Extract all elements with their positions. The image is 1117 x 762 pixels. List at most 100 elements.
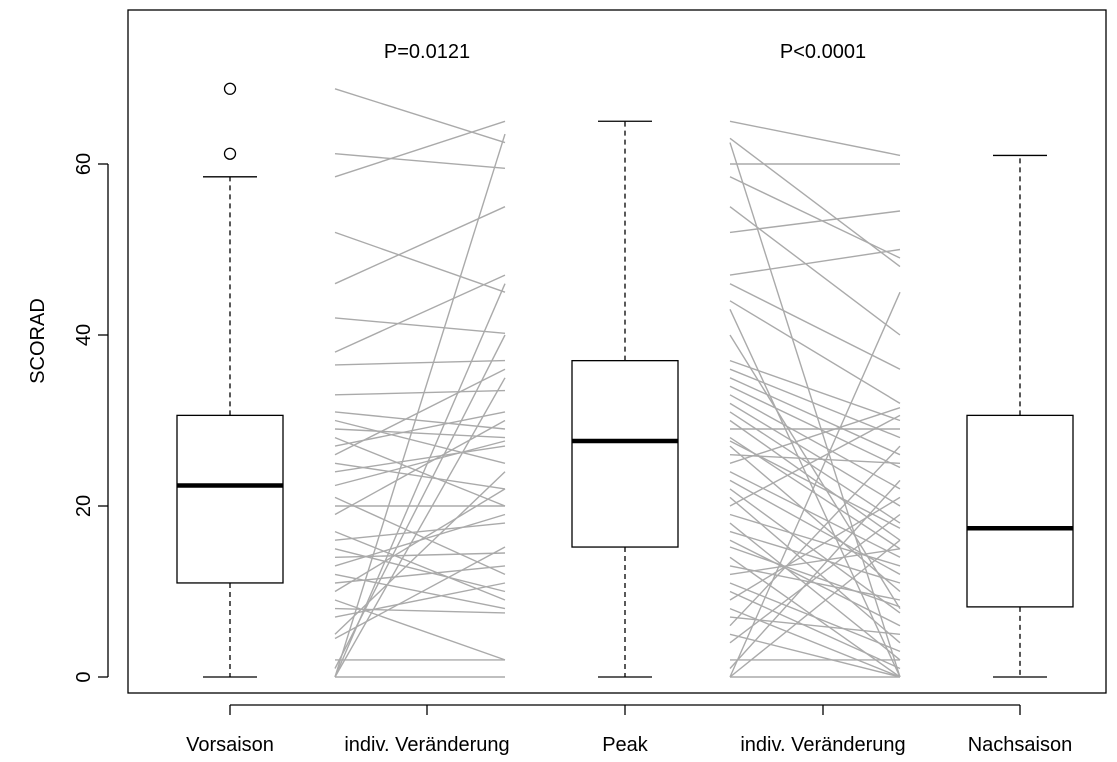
paired-line-1-0 xyxy=(729,120,901,157)
paired-line-1-24 xyxy=(729,454,901,464)
paired-line-0-12 xyxy=(334,436,506,507)
paired-line-0-39 xyxy=(334,377,506,678)
paired-line-0-14 xyxy=(334,368,506,456)
paired-line-0-11 xyxy=(334,428,506,439)
paired-line-1-26 xyxy=(729,471,901,558)
paired-line-1-40 xyxy=(729,590,901,670)
paired-line-1-33 xyxy=(729,530,901,584)
paired-line-0-13 xyxy=(334,411,506,447)
paired-line-0-17 xyxy=(334,440,506,487)
paired-line-1-14 xyxy=(729,377,901,456)
paired-line-0-21 xyxy=(334,530,506,601)
paired-line-1-11 xyxy=(729,334,901,609)
x-tick-label: Nachsaison xyxy=(968,734,1073,756)
paired-line-0-5 xyxy=(334,317,506,334)
x-tick-label: indiv. Veränderung xyxy=(344,734,509,756)
paired-line-1-28 xyxy=(729,488,901,614)
paired-line-1-37 xyxy=(729,565,901,601)
paired-line-1-4 xyxy=(729,176,901,259)
box-vorsaison xyxy=(176,82,284,678)
paired-line-0-4 xyxy=(334,206,506,285)
paired-line-0-33 xyxy=(334,546,506,640)
paired-line-0-16 xyxy=(334,445,506,473)
paired-line-1-32 xyxy=(729,522,901,661)
box-peak xyxy=(571,120,679,678)
paired-line-1-31 xyxy=(729,513,901,567)
paired-line-1-7 xyxy=(729,248,901,276)
paired-line-1-44 xyxy=(729,445,901,627)
paired-line-1-2 xyxy=(729,142,901,678)
paired-line-0-28 xyxy=(334,488,506,593)
paired-line-0-36 xyxy=(334,283,506,678)
paired-line-0-9 xyxy=(334,411,506,430)
paired-line-0-22 xyxy=(334,522,506,541)
paired-line-1-27 xyxy=(729,479,901,576)
box-nachsaison xyxy=(966,154,1074,678)
paired-line-0-30 xyxy=(334,607,506,614)
paired-line-1-1 xyxy=(729,137,901,268)
p-value-annotation: P=0.0121 xyxy=(384,41,470,63)
paired-lines-layer xyxy=(334,88,901,678)
paired-line-1-17 xyxy=(729,402,901,507)
plot-frame xyxy=(127,9,1107,694)
y-axis: 0 20 40 60 xyxy=(73,153,109,683)
paired-line-0-1 xyxy=(334,153,506,169)
paired-line-0-8 xyxy=(334,389,506,396)
paired-line-0-27 xyxy=(334,565,506,584)
paired-line-0-2 xyxy=(334,120,506,178)
paired-line-1-48 xyxy=(729,479,901,669)
paired-line-1-8 xyxy=(729,283,901,370)
paired-line-1-6 xyxy=(729,210,901,234)
y-tick-label: 20 xyxy=(73,495,95,517)
paired-line-1-49 xyxy=(729,291,901,678)
paired-line-0-20 xyxy=(334,419,506,516)
paired-line-1-16 xyxy=(729,394,901,490)
paired-line-0-24 xyxy=(334,552,506,558)
paired-line-1-12 xyxy=(729,359,901,422)
paired-line-1-30 xyxy=(729,414,901,507)
x-tick-label: Peak xyxy=(602,734,649,756)
paired-line-0-6 xyxy=(334,274,506,353)
y-tick-label: 0 xyxy=(73,671,95,682)
paired-line-0-7 xyxy=(334,359,506,366)
x-tick-label: Vorsaison xyxy=(186,734,274,756)
paired-line-1-13 xyxy=(729,368,901,439)
paired-line-1-29 xyxy=(729,496,901,644)
box-body xyxy=(176,414,284,584)
y-tick-label: 60 xyxy=(73,153,95,175)
paired-line-1-43 xyxy=(729,616,901,635)
paired-line-1-9 xyxy=(729,300,901,404)
x-axis: Vorsaison indiv. Veränderung Peak indiv. Ve… xyxy=(186,704,1073,756)
paired-line-0-38 xyxy=(334,133,506,678)
paired-line-0-32 xyxy=(334,471,506,635)
paired-line-1-51 xyxy=(729,539,901,678)
paired-line-1-41 xyxy=(729,496,901,601)
outlier-point-1 xyxy=(223,82,237,95)
annotations-layer: P=0.0121 P<0.0001 xyxy=(384,41,866,63)
paired-line-0-3 xyxy=(334,231,506,293)
box-body xyxy=(966,414,1074,608)
paired-line-1-5 xyxy=(729,206,901,336)
paired-line-1-39 xyxy=(729,582,901,653)
paired-line-1-18 xyxy=(729,411,901,524)
paired-line-0-26 xyxy=(334,573,506,610)
paired-line-1-15 xyxy=(729,385,901,469)
box-body xyxy=(571,359,679,548)
paired-line-1-23 xyxy=(729,445,901,593)
paired-line-1-19 xyxy=(729,419,901,541)
y-axis-label: SCORAD xyxy=(27,298,49,384)
paired-line-0-0 xyxy=(334,88,506,144)
paired-line-1-38 xyxy=(729,548,901,576)
y-tick-label: 40 xyxy=(73,324,95,346)
paired-line-0-18 xyxy=(334,496,506,576)
p-value-annotation: P<0.0001 xyxy=(780,41,866,63)
x-tick-label: indiv. Veränderung xyxy=(740,734,905,756)
outlier-point-0 xyxy=(223,147,237,160)
paired-line-1-45 xyxy=(729,633,901,678)
paired-line-1-35 xyxy=(729,546,901,608)
paired-line-1-46 xyxy=(729,513,901,644)
paired-line-1-25 xyxy=(729,407,901,464)
boxes-layer xyxy=(176,82,1074,678)
paired-line-0-10 xyxy=(334,419,506,464)
